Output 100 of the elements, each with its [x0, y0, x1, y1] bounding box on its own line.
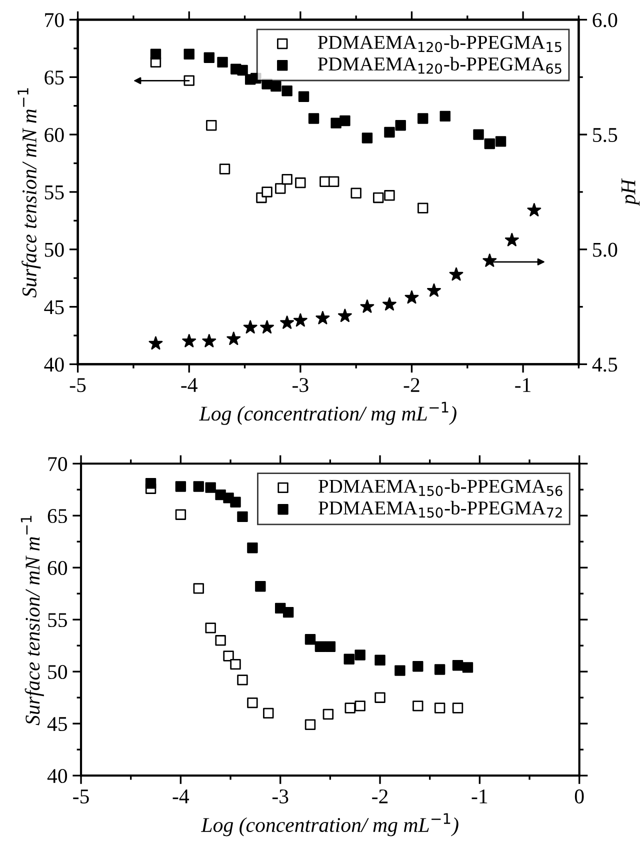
x-tick-label: -2: [372, 789, 388, 804]
point: [282, 606, 294, 618]
y-tick-label: 55: [44, 186, 64, 200]
point: [184, 75, 194, 86]
point: [322, 708, 334, 720]
point: [293, 313, 308, 327]
point: [418, 113, 428, 124]
point: [175, 481, 186, 492]
point: [394, 665, 406, 676]
point: [340, 115, 350, 126]
point: [243, 320, 258, 334]
point: [344, 654, 354, 664]
x-tick-label: -1: [515, 378, 530, 392]
x-tick-label: 0: [574, 789, 584, 804]
point: [434, 664, 446, 675]
point: [280, 316, 294, 329]
y2-axis-title: pH: [622, 178, 640, 206]
point: [260, 320, 274, 334]
point: [308, 113, 320, 124]
point: [362, 132, 373, 144]
point: [282, 174, 292, 185]
point: [418, 202, 428, 214]
point: [412, 661, 424, 672]
x-axis-title: Log (concentration/ mg mL$^{−1}$): [200, 813, 458, 836]
y-tick-label: 45: [44, 300, 64, 314]
x-axis-title: Log (concentration/ mg mL$^{−1}$): [199, 402, 456, 425]
point: [382, 297, 396, 311]
point: [374, 654, 386, 666]
point: [202, 334, 216, 348]
x-tick-label: -5: [73, 790, 89, 804]
y-tick-label: 60: [44, 128, 64, 142]
point: [148, 336, 163, 350]
x-tick-label: -3: [272, 789, 288, 804]
y-tick-label: 50: [48, 664, 68, 680]
point: [354, 700, 366, 712]
point: [527, 203, 542, 216]
point: [175, 509, 186, 520]
point: [412, 700, 424, 712]
y-tick-label: 50: [44, 242, 64, 257]
x-tick-label: -5: [70, 378, 86, 392]
point: [304, 634, 316, 645]
point: [237, 674, 248, 686]
point: [452, 660, 464, 671]
point: [145, 478, 156, 489]
point: [449, 267, 464, 281]
legend-label: PDMAEMA$_{150}$-b-PPEGMA$_{72}$: [318, 500, 562, 518]
point: [360, 300, 374, 313]
point: [316, 311, 330, 324]
point: [230, 658, 241, 670]
point: [193, 481, 204, 492]
x-tick-label: -3: [292, 378, 308, 392]
y-tick-label: 55: [48, 613, 68, 628]
point: [427, 283, 441, 297]
point: [262, 186, 272, 198]
point: [482, 254, 497, 267]
point: [217, 56, 228, 68]
point: [473, 129, 484, 140]
y-tick-label: 65: [44, 70, 64, 85]
point: [215, 635, 226, 646]
y-tick-label: 40: [44, 358, 64, 372]
y2-tick-label: 5.0: [593, 242, 618, 257]
y2-tick-label: 4.5: [592, 358, 618, 372]
point: [237, 64, 248, 76]
point: [304, 719, 316, 730]
point: [384, 190, 395, 201]
point: [204, 52, 215, 63]
point: [344, 702, 356, 714]
y2-tick-label: 6.0: [592, 13, 618, 28]
y-axis-title: Surface tension/ mN m$^{−1}$: [20, 516, 44, 726]
point: [205, 482, 216, 493]
point: [182, 334, 196, 348]
point: [440, 110, 450, 122]
point: [462, 662, 474, 673]
point: [193, 583, 204, 594]
legend-label: PDMAEMA$_{150}$-b-PPEGMA$_{56}$: [318, 479, 562, 496]
y-axis-title: Surface tension/ mN m$^{−1}$: [18, 88, 41, 298]
point: [206, 120, 217, 131]
point: [219, 164, 230, 174]
point: [205, 622, 216, 634]
point: [247, 542, 258, 554]
point: [270, 80, 282, 92]
point: [328, 176, 340, 187]
y-tick-label: 40: [47, 768, 68, 784]
y-tick-label: 70: [48, 457, 68, 472]
y-tick-label: 60: [48, 560, 68, 576]
point: [452, 702, 464, 714]
point: [184, 48, 194, 60]
x-tick-label: -1: [472, 789, 488, 804]
x-tick-label: -4: [172, 790, 190, 804]
point: [275, 183, 286, 194]
point: [330, 118, 342, 128]
point: [374, 692, 386, 703]
point: [247, 697, 258, 708]
point: [282, 86, 292, 96]
y-tick-label: 65: [48, 509, 68, 524]
point: [372, 192, 384, 204]
point: [298, 91, 310, 102]
x-tick-label: -2: [404, 378, 420, 392]
point: [484, 138, 496, 150]
point: [226, 332, 241, 345]
